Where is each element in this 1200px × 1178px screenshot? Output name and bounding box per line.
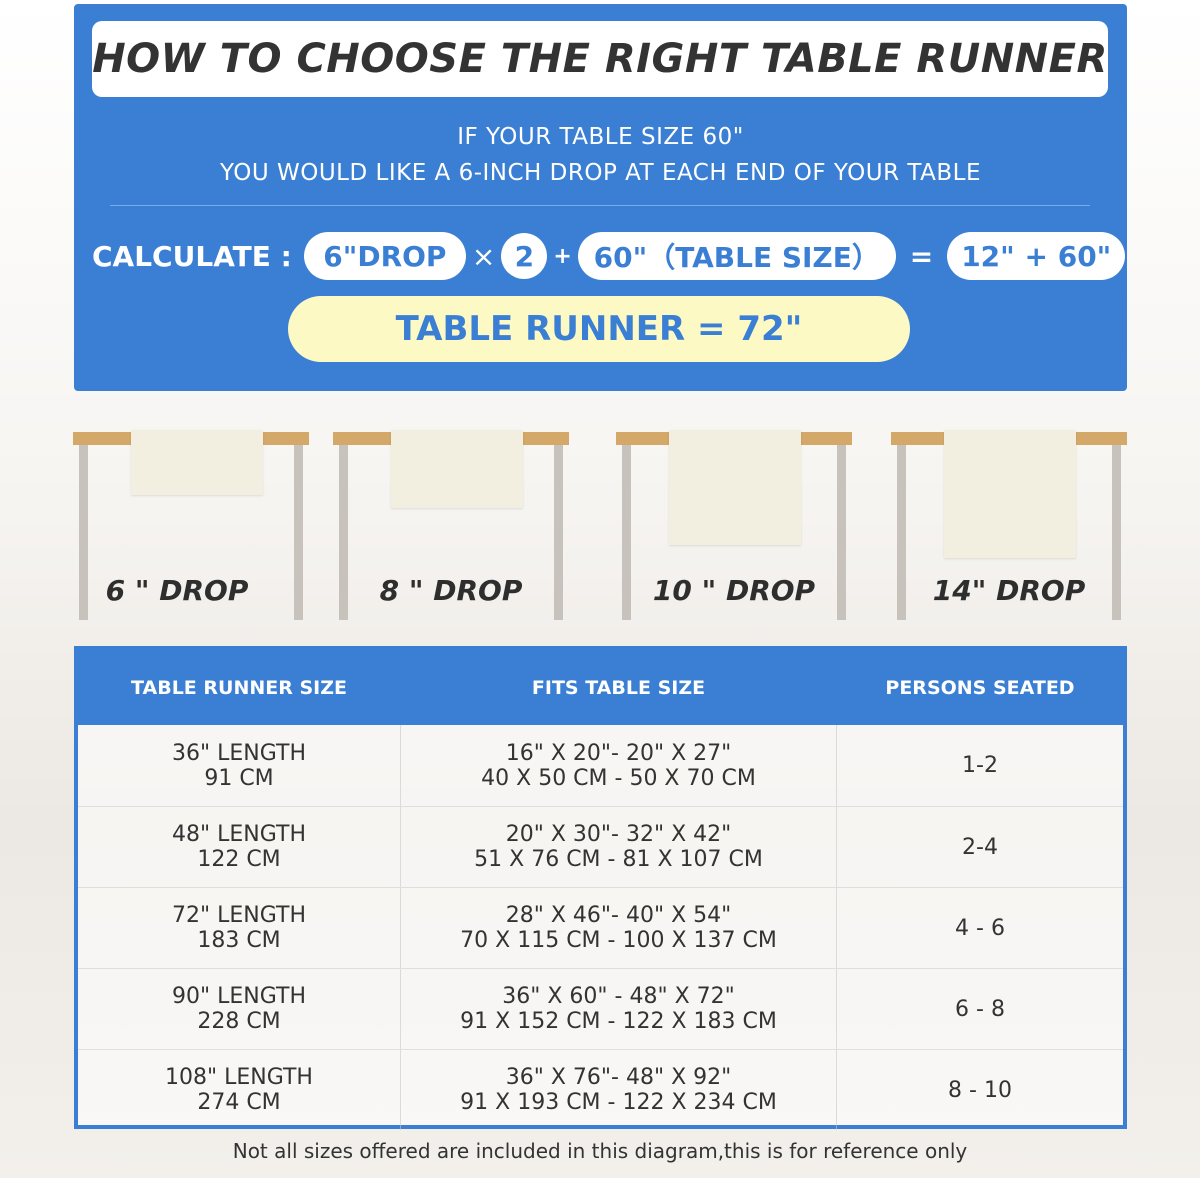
runner-size-cell: 90" LENGTH 228 CM (78, 969, 400, 1049)
persons-seated-cell: 1-2 (837, 725, 1123, 806)
runner-cm: 228 CM (197, 1009, 281, 1034)
divider (110, 205, 1090, 206)
drop-illustration-10: 10 " DROP (616, 430, 852, 622)
persons-value: 2-4 (962, 834, 998, 860)
persons-seated-cell: 6 - 8 (837, 969, 1123, 1049)
sum-pill: 12" + 60" (947, 232, 1126, 280)
fits-table-cell: 20" X 30"- 32" X 42" 51 X 76 CM - 81 X 10… (400, 807, 837, 887)
persons-value: 1-2 (962, 753, 998, 778)
calculation-row: CALCULATE : 6"DROP × 2 + 60"（TABLE SIZE）… (92, 232, 1126, 280)
fits-cm: 91 X 193 CM - 122 X 234 CM (460, 1090, 777, 1115)
header-runner-size: TABLE RUNNER SIZE (131, 676, 347, 699)
times-sign: × (471, 239, 496, 273)
runner-drop (131, 430, 263, 495)
fits-inches: 20" X 30"- 32" X 42" (505, 822, 732, 847)
info-line-1: IF YOUR TABLE SIZE 60" (457, 124, 744, 150)
runner-cm: 183 CM (197, 928, 281, 953)
table-leg (1112, 445, 1121, 620)
runner-drop (669, 430, 801, 545)
header-persons-seated: PERSONS SEATED (885, 676, 1075, 699)
fits-table-cell: 16" X 20"- 20" X 27" 40 X 50 CM - 50 X 70… (400, 725, 837, 806)
drop-illustration-8: 8 " DROP (333, 430, 569, 622)
drop-label: 14" DROP (932, 574, 1086, 607)
fits-inches: 28" X 46"- 40" X 54" (505, 903, 732, 928)
persons-value: 6 - 8 (955, 996, 1005, 1022)
runner-drop (391, 430, 523, 508)
table-row: 72" LENGTH 183 CM 28" X 46"- 40" X 54" 70 X… (78, 887, 1123, 968)
footnote: Not all sizes offered are included in th… (232, 1139, 968, 1163)
drop-label: 8 " DROP (379, 574, 523, 607)
fits-cm: 40 X 50 CM - 50 X 70 CM (481, 765, 756, 791)
table-row: 90" LENGTH 228 CM 36" X 60" - 48" X 72" 91 … (78, 968, 1123, 1049)
table-leg (554, 445, 563, 620)
table-row: 48" LENGTH 122 CM 20" X 30"- 32" X 42" 51 X… (78, 806, 1123, 887)
runner-drop (944, 430, 1076, 558)
runner-cm: 274 CM (197, 1090, 281, 1115)
fits-table-cell: 36" X 76"- 48" X 92" 91 X 193 CM - 122 X … (400, 1050, 837, 1130)
runner-size-cell: 36" LENGTH 91 CM (78, 725, 400, 806)
table-row: 36" LENGTH 91 CM 16" X 20"- 20" X 27" 40 X … (78, 725, 1123, 806)
drop-label: 10 " DROP (652, 574, 816, 607)
header-fits-table-size: FITS TABLE SIZE (531, 676, 706, 699)
info-line-2: YOU WOULD LIKE A 6-INCH DROP AT EACH END… (219, 160, 982, 186)
runner-length: 36" LENGTH (172, 740, 306, 766)
drop-label: 6 " DROP (105, 574, 249, 607)
table-leg (622, 445, 631, 620)
persons-value: 4 - 6 (955, 915, 1005, 941)
runner-cm: 122 CM (197, 847, 281, 872)
calculate-label: CALCULATE : (92, 239, 292, 273)
runner-size-cell: 72" LENGTH 183 CM (78, 888, 400, 968)
runner-size-cell: 108" LENGTH 274 CM (78, 1050, 400, 1130)
drop-illustration-6: 6 " DROP (73, 430, 309, 622)
persons-value: 8 - 10 (948, 1077, 1012, 1103)
fits-table-cell: 36" X 60" - 48" X 72" 91 X 152 CM - 122 X… (400, 969, 837, 1049)
runner-length: 48" LENGTH (172, 822, 306, 847)
table-leg (79, 445, 88, 620)
fits-cm: 70 X 115 CM - 100 X 137 CM (460, 928, 777, 953)
table-header: TABLE RUNNER SIZE FITS TABLE SIZE PERSON… (78, 650, 1123, 725)
fits-table-cell: 28" X 46"- 40" X 54" 70 X 115 CM - 100 X … (400, 888, 837, 968)
persons-seated-cell: 8 - 10 (837, 1050, 1123, 1130)
size-table: TABLE RUNNER SIZE FITS TABLE SIZE PERSON… (74, 646, 1127, 1130)
table-leg (837, 445, 846, 620)
table-leg (339, 445, 348, 620)
fits-inches: 36" X 76"- 48" X 92" (505, 1065, 732, 1090)
persons-seated-cell: 2-4 (837, 807, 1123, 887)
page-title: HOW TO CHOOSE THE RIGHT TABLE RUNNER (92, 21, 1108, 97)
runner-length: 108" LENGTH (165, 1065, 313, 1090)
table-row: 108" LENGTH 274 CM 36" X 76"- 48" X 92" 91 … (78, 1049, 1123, 1130)
runner-size-cell: 48" LENGTH 122 CM (78, 807, 400, 887)
runner-length: 72" LENGTH (172, 903, 306, 928)
runner-cm: 91 CM (204, 765, 274, 791)
persons-seated-cell: 4 - 6 (837, 888, 1123, 968)
fits-inches: 16" X 20"- 20" X 27" (505, 740, 732, 766)
result-pill: TABLE RUNNER = 72" (288, 296, 910, 362)
multiplier-pill: 2 (501, 233, 548, 279)
equals-sign: = (909, 239, 934, 273)
drop-pill: 6"DROP (303, 232, 466, 280)
table-size-pill: 60"（TABLE SIZE） (577, 232, 896, 280)
fits-cm: 51 X 76 CM - 81 X 107 CM (474, 847, 763, 872)
table-leg (897, 445, 906, 620)
drop-illustration-14: 14" DROP (891, 430, 1127, 622)
table-leg (294, 445, 303, 620)
fits-cm: 91 X 152 CM - 122 X 183 CM (460, 1009, 777, 1034)
plus-sign: + (553, 243, 572, 269)
runner-length: 90" LENGTH (172, 984, 306, 1009)
fits-inches: 36" X 60" - 48" X 72" (502, 984, 735, 1009)
